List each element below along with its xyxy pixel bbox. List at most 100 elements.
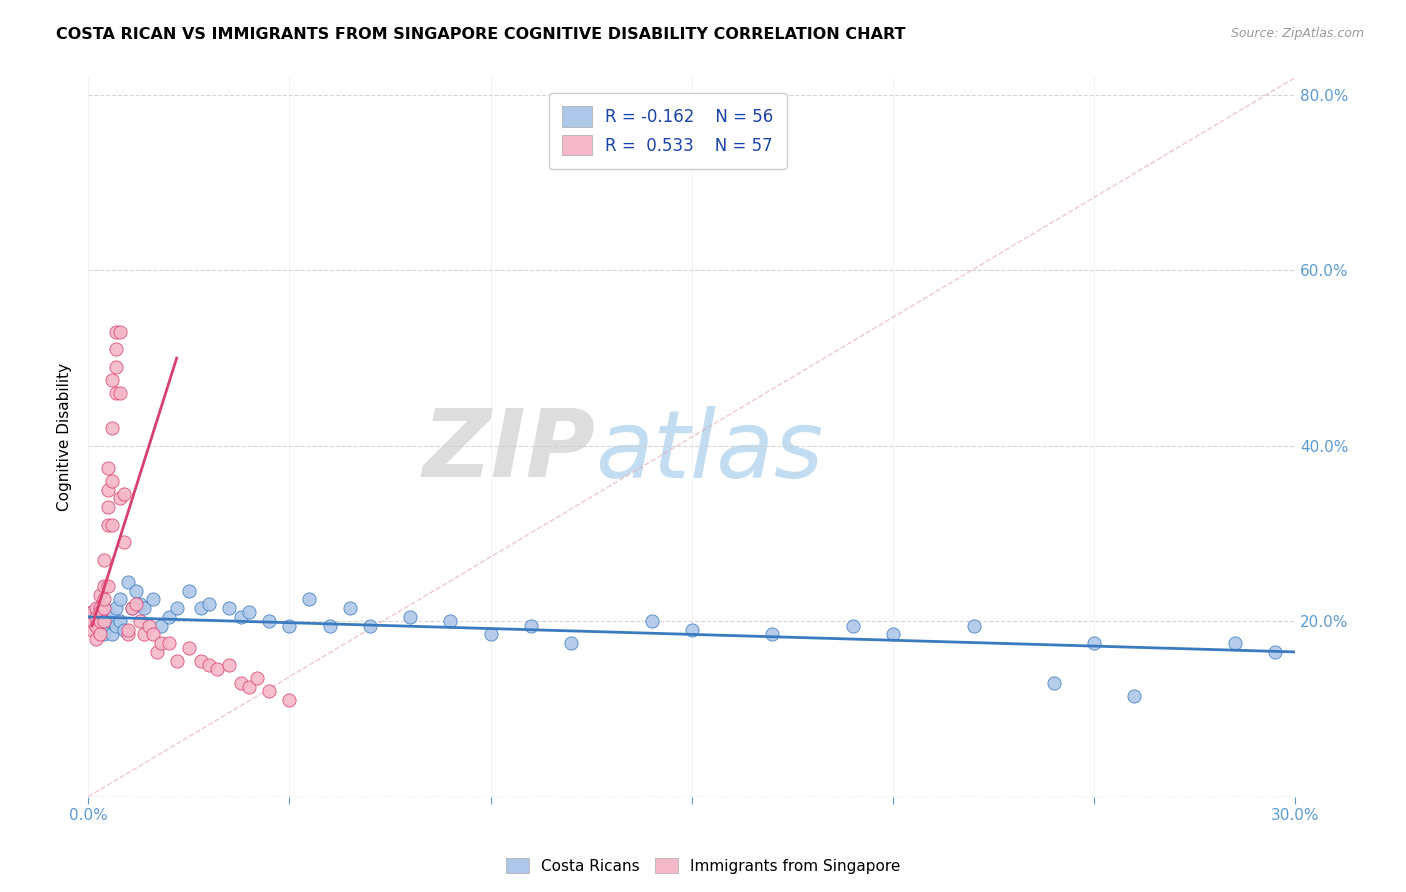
Point [882,627,904,641]
Point [97,618,120,632]
Point [89,623,111,637]
Point [229,675,252,690]
Point [110,491,132,506]
Point [93,627,115,641]
Point [89,627,111,641]
Point [157,636,180,650]
Point [101,627,124,641]
Point [89,614,111,628]
Point [399,610,422,624]
Point [93,579,115,593]
Point [93,614,115,628]
Point [101,474,124,488]
Point [84,618,107,632]
Point [112,535,135,549]
Point [560,636,582,650]
Legend: R = -0.162    N = 56, R =  0.533    N = 57: R = -0.162 N = 56, R = 0.533 N = 57 [548,93,787,169]
Point [257,684,280,698]
Point [134,601,156,615]
Point [1264,645,1286,659]
Point [82,614,104,628]
Point [218,601,240,615]
Point [149,618,172,632]
Point [105,359,128,374]
Point [257,614,280,628]
Point [112,487,135,501]
Point [121,601,143,615]
Point [93,614,115,628]
Point [842,618,865,632]
Text: ZIP: ZIP [422,406,595,498]
Point [97,460,120,475]
Point [190,654,212,668]
Point [177,640,200,655]
Point [198,658,221,673]
Point [93,601,115,615]
Text: Source: ZipAtlas.com: Source: ZipAtlas.com [1230,27,1364,40]
Point [520,618,543,632]
Point [97,579,120,593]
Point [84,601,107,615]
Point [97,500,120,515]
Point [105,618,128,632]
Point [278,693,301,707]
Point [97,606,120,620]
Point [110,386,132,401]
Point [1043,675,1066,690]
Point [105,601,128,615]
Point [166,654,188,668]
Point [89,588,111,602]
Point [190,601,212,615]
Point [89,606,111,620]
Legend: Costa Ricans, Immigrants from Singapore: Costa Ricans, Immigrants from Singapore [499,852,907,880]
Point [339,601,361,615]
Point [82,623,104,637]
Point [318,618,340,632]
Point [246,671,269,685]
Text: atlas: atlas [595,406,824,497]
Point [112,623,135,637]
Text: COSTA RICAN VS IMMIGRANTS FROM SINGAPORE COGNITIVE DISABILITY CORRELATION CHART: COSTA RICAN VS IMMIGRANTS FROM SINGAPORE… [56,27,905,42]
Point [97,614,120,628]
Point [166,601,188,615]
Point [82,606,104,620]
Point [84,618,107,632]
Point [117,623,139,637]
Point [177,583,200,598]
Point [101,610,124,624]
Point [439,614,461,628]
Point [110,592,132,607]
Point [82,606,104,620]
Point [117,627,139,641]
Y-axis label: Cognitive Disability: Cognitive Disability [58,363,72,511]
Point [125,583,148,598]
Point [298,592,321,607]
Point [84,632,107,646]
Point [97,483,120,497]
Point [157,610,180,624]
Point [129,614,152,628]
Point [278,618,301,632]
Point [129,597,152,611]
Point [117,574,139,589]
Point [125,597,148,611]
Point [93,601,115,615]
Point [640,614,662,628]
Point [97,517,120,532]
Point [149,636,172,650]
Point [110,325,132,339]
Point [105,386,128,401]
Point [141,627,163,641]
Point [121,601,143,615]
Point [93,592,115,607]
Point [101,421,124,435]
Point [962,618,984,632]
Point [105,325,128,339]
Point [198,597,221,611]
Point [205,663,228,677]
Point [105,343,128,357]
Point [89,614,111,628]
Point [479,627,502,641]
Point [101,517,124,532]
Point [1123,689,1146,703]
